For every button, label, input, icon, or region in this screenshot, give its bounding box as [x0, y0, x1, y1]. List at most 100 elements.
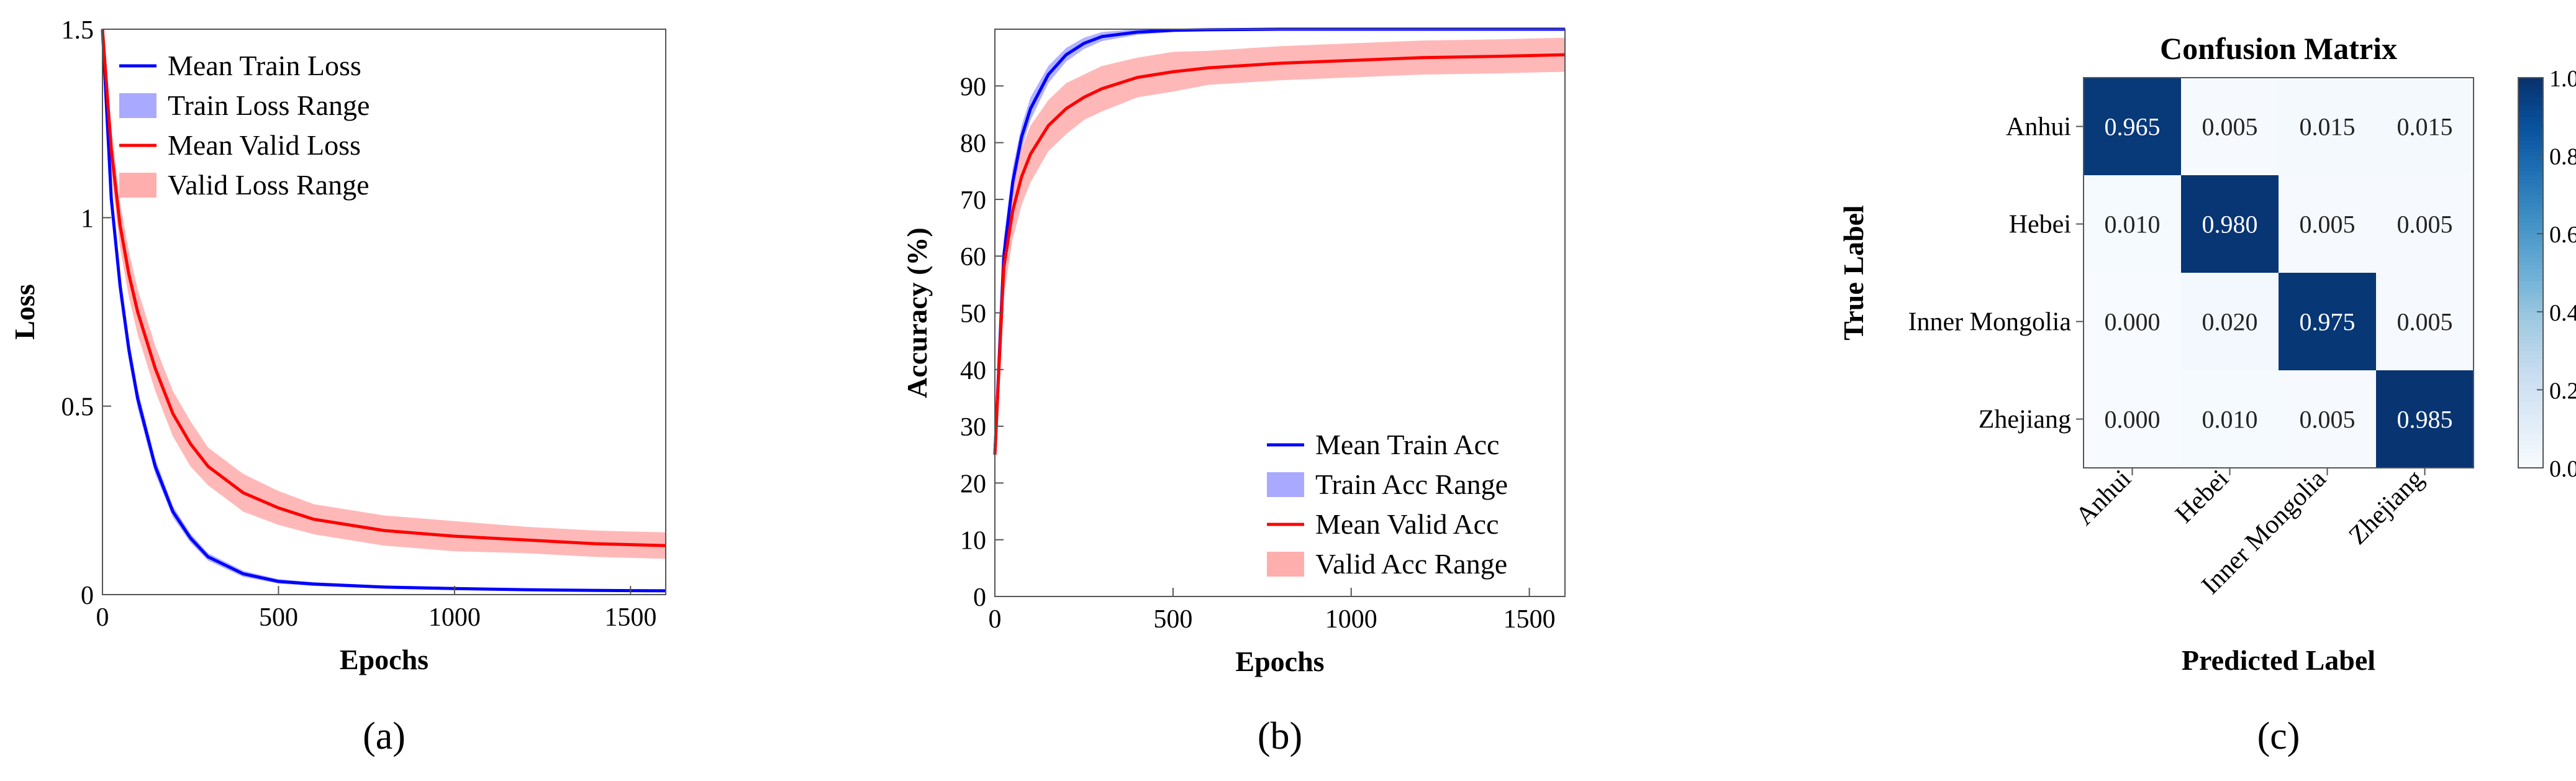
confusion-cell — [2376, 175, 2474, 273]
loss-mean-lines — [101, 29, 666, 593]
colorbar-segment — [2518, 308, 2543, 313]
b-legend-label: Mean Train Acc — [1315, 429, 1499, 460]
colorbar-segment — [2518, 323, 2543, 328]
b-x-tick-label: 500 — [1153, 605, 1192, 634]
colorbar-segment — [2518, 155, 2543, 160]
a-mean-line-0 — [101, 29, 666, 593]
confusion-cell-value: 0.005 — [2397, 211, 2453, 239]
b-y-tick-label: 90 — [960, 73, 986, 101]
colorbar-segment — [2518, 112, 2543, 117]
colorbar-segment — [2518, 218, 2543, 223]
b-x-tick-label: 1500 — [1503, 605, 1556, 634]
accuracy-chart-panel: 0 500 1000 1500 0 10 20 30 40 50 60 70 80 90 Epochs A… — [901, 27, 1566, 757]
colorbar-segment — [2518, 362, 2543, 367]
colorbar-segment — [2518, 456, 2543, 461]
confusion-cell — [2181, 175, 2279, 273]
confusion-cell — [2181, 273, 2279, 370]
colorbar-segment — [2518, 409, 2543, 414]
row-label: Inner Mongolia — [1908, 308, 2072, 337]
colorbar-segment — [2518, 159, 2543, 164]
true-label-axis-title: True Label — [1838, 205, 1869, 340]
colorbar-segment — [2518, 441, 2543, 445]
row-label: Zhejiang — [1979, 406, 2071, 434]
confusion-cell — [2376, 78, 2474, 175]
colorbar-segment — [2518, 417, 2543, 422]
confusion-cell — [2084, 273, 2181, 370]
colorbar-segment — [2518, 202, 2543, 208]
colorbar-segment — [2518, 292, 2543, 297]
confusion-cell — [2279, 78, 2376, 175]
confusion-cell-value: 0.015 — [2397, 113, 2453, 141]
colorbar-segment — [2518, 327, 2543, 332]
a-x-tick-label: 1500 — [604, 603, 656, 632]
colorbar-segment — [2518, 370, 2543, 375]
colorbar-segment — [2518, 124, 2543, 129]
colorbar-segment — [2518, 121, 2543, 126]
colorbar-segment — [2518, 436, 2543, 441]
confusion-cell-value: 0.005 — [2300, 211, 2356, 239]
colorbar-segment — [2518, 401, 2543, 406]
colorbar-segment — [2518, 132, 2543, 137]
loss-plot-frame — [102, 29, 666, 595]
b-legend-label: Valid Acc Range — [1315, 548, 1507, 580]
colorbar-segment — [2518, 234, 2543, 239]
confusion-matrix-cells: 0.965 0.005 0.015 0.015 0.010 0.980 0.005 0.005… — [2084, 78, 2474, 468]
colorbar-segment — [2518, 464, 2543, 468]
colorbar-segment — [2518, 265, 2543, 270]
accuracy-axis-ticks: 0 500 1000 1500 0 10 20 30 40 50 60 70 80 90 — [960, 73, 1556, 634]
colorbar-segment — [2518, 249, 2543, 254]
confusion-cell-value: 0.020 — [2202, 308, 2258, 336]
confusion-cell-value: 0.010 — [2105, 211, 2161, 239]
b-y-tick-label: 60 — [960, 243, 986, 272]
colorbar-segment — [2518, 350, 2543, 355]
confusion-cell-value: 0.005 — [2300, 406, 2356, 434]
a-legend-label: Train Loss Range — [168, 89, 370, 121]
colorbar-segment — [2518, 460, 2543, 465]
colorbar-segment — [2518, 304, 2543, 309]
confusion-cell-value: 0.005 — [2202, 113, 2258, 141]
row-label: Anhui — [2006, 113, 2071, 142]
panel-label-b: (b) — [1258, 715, 1302, 757]
b-y-tick-label: 80 — [960, 130, 986, 158]
a-y-tick-label: 1 — [81, 204, 94, 233]
colorbar-segment — [2518, 378, 2543, 383]
a-y-tick-label: 0 — [81, 582, 94, 610]
colorbar-segment — [2518, 163, 2543, 168]
colorbar-segment — [2518, 405, 2543, 410]
colorbar-segment — [2518, 85, 2543, 90]
loss-x-axis-label: Epochs — [340, 644, 429, 675]
colorbar-segment — [2518, 140, 2543, 145]
a-x-tick-label: 500 — [259, 603, 298, 632]
colorbar-segment — [2518, 424, 2543, 429]
colorbar-segment — [2518, 359, 2543, 363]
colorbar-segment — [2518, 171, 2543, 176]
colorbar-segment — [2518, 299, 2543, 305]
colorbar-segment — [2518, 319, 2543, 324]
accuracy-x-axis-label: Epochs — [1235, 646, 1324, 677]
panel-label-c: (c) — [2257, 715, 2300, 757]
colorbar-segment — [2518, 183, 2543, 188]
colorbar-segment — [2518, 194, 2543, 199]
colorbar-segment — [2518, 261, 2543, 266]
colorbar-segment — [2518, 448, 2543, 453]
confusion-matrix-title: Confusion Matrix — [2160, 31, 2397, 66]
a-x-tick-label: 1000 — [429, 603, 481, 632]
confusion-cell — [2084, 370, 2181, 468]
confusion-cell-value: 0.965 — [2105, 113, 2161, 141]
b-mean-line-1 — [993, 53, 1566, 455]
colorbar-segment — [2518, 152, 2543, 157]
colorbar-segment — [2518, 89, 2543, 94]
colorbar-segment — [2518, 413, 2543, 418]
colorbar-segment — [2518, 284, 2543, 289]
colorbar-segment — [2518, 116, 2543, 121]
colorbar-segment — [2518, 386, 2543, 391]
colorbar-segment — [2518, 179, 2543, 184]
colorbar-segment — [2518, 229, 2543, 234]
b-x-tick-label: 0 — [989, 605, 1002, 634]
b-y-tick-label: 50 — [960, 300, 986, 329]
confusion-cell-value: 0.975 — [2300, 308, 2356, 336]
colorbar-segment — [2518, 144, 2543, 148]
confusion-cell — [2279, 370, 2376, 468]
colorbar-segment — [2518, 128, 2543, 133]
